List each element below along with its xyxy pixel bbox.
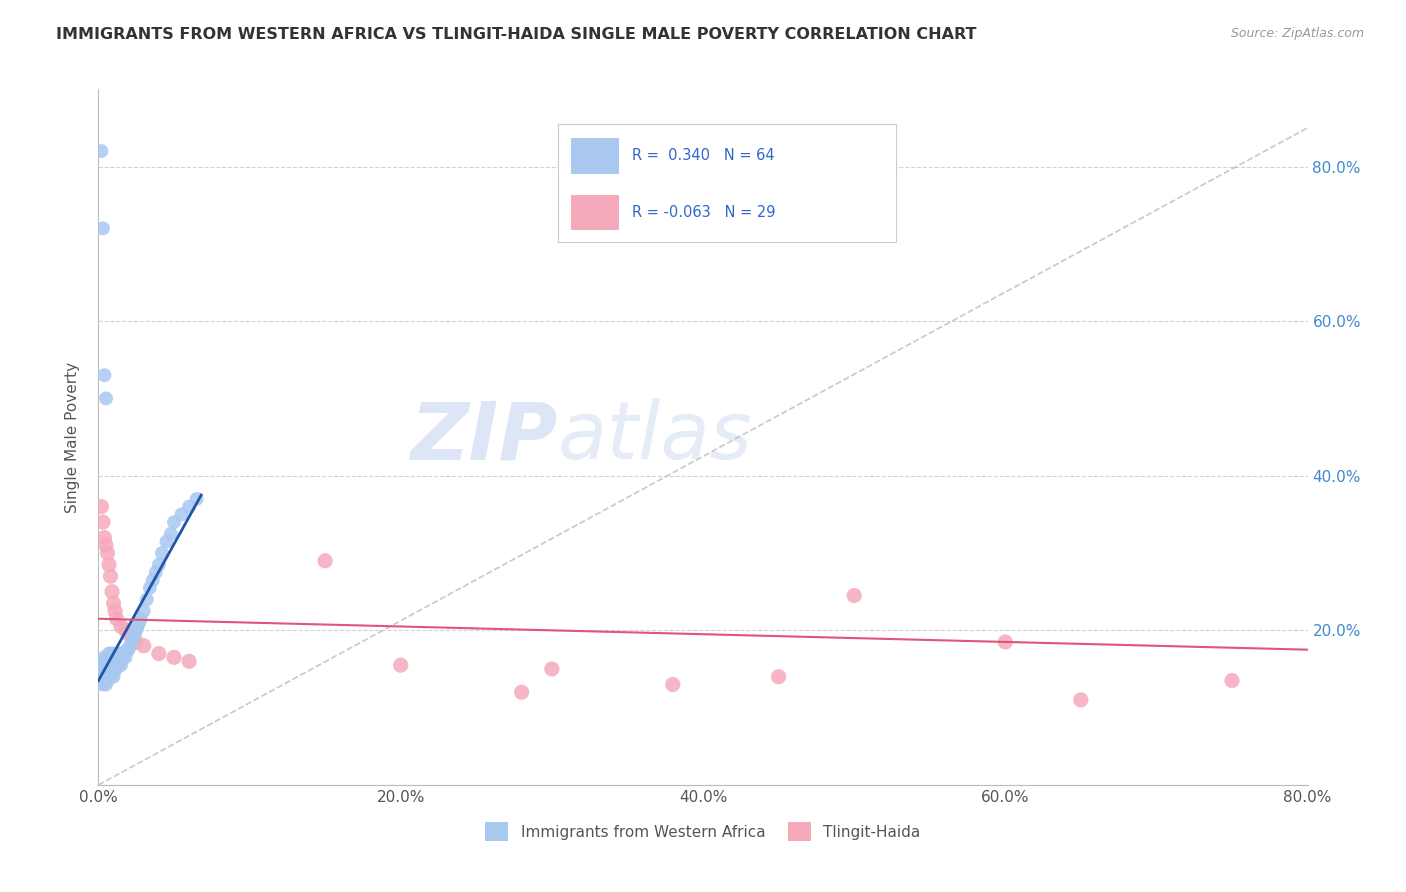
Point (94, 538, 117, 552)
Point (135, 592, 157, 607)
Point (91, 221, 114, 235)
Point (844, 589, 866, 603)
Point (96, 546, 118, 560)
Text: Source: ZipAtlas.com: Source: ZipAtlas.com (1230, 27, 1364, 40)
Point (118, 627, 141, 641)
Point (540, 662, 562, 676)
Point (103, 670, 125, 684)
Point (118, 642, 141, 657)
Point (112, 647, 135, 661)
Point (107, 658, 129, 673)
Point (150, 546, 173, 560)
Point (98, 670, 121, 684)
Point (160, 526, 183, 541)
Y-axis label: Single Male Poverty: Single Male Poverty (65, 361, 80, 513)
Point (186, 491, 208, 506)
Point (103, 647, 125, 661)
Point (105, 612, 128, 626)
Point (155, 534, 177, 549)
Point (145, 566, 167, 580)
Point (107, 647, 129, 661)
Text: ZIP: ZIP (411, 398, 558, 476)
Point (93, 673, 115, 688)
Point (129, 612, 152, 626)
Point (104, 604, 127, 618)
Point (94, 665, 117, 680)
Point (111, 650, 134, 665)
Point (104, 664, 127, 678)
Point (125, 635, 148, 649)
Point (110, 619, 132, 633)
Point (163, 650, 186, 665)
Point (121, 635, 143, 649)
Point (314, 554, 336, 568)
Point (389, 658, 412, 673)
Point (994, 635, 1017, 649)
Point (94, 677, 117, 691)
Point (98, 558, 121, 572)
Point (96, 662, 118, 676)
Point (142, 573, 165, 587)
Point (132, 639, 155, 653)
Point (91, 677, 114, 691)
Point (90, 670, 112, 684)
Point (128, 615, 150, 630)
Point (98, 647, 121, 661)
Point (110, 647, 132, 661)
Point (114, 624, 136, 638)
Point (103, 658, 125, 673)
Point (139, 581, 162, 595)
Point (115, 642, 138, 657)
Point (101, 665, 124, 680)
Point (122, 631, 145, 645)
Point (100, 658, 122, 673)
Point (1220, 673, 1243, 688)
Point (91, 515, 114, 529)
Point (163, 515, 186, 529)
Point (1070, 693, 1092, 707)
Point (768, 670, 790, 684)
Point (96, 650, 118, 665)
Point (103, 596, 125, 610)
Point (101, 654, 124, 668)
Point (90, 658, 112, 673)
Point (114, 650, 136, 665)
Point (179, 654, 201, 668)
Point (148, 558, 170, 572)
Point (661, 677, 683, 691)
Point (179, 500, 201, 514)
Point (93, 368, 115, 383)
Point (93, 662, 115, 676)
Point (96, 673, 118, 688)
Point (110, 658, 132, 673)
Point (91, 665, 114, 680)
Legend: Immigrants from Western Africa, Tlingit-Haida: Immigrants from Western Africa, Tlingit-… (479, 816, 927, 847)
Point (90, 500, 112, 514)
Point (94, 392, 117, 406)
Point (104, 652, 127, 666)
Point (94, 654, 117, 668)
Point (100, 569, 122, 583)
Point (90, 144, 112, 158)
Point (124, 627, 146, 641)
Point (108, 654, 131, 668)
Point (170, 508, 193, 522)
Point (510, 685, 533, 699)
Point (125, 624, 148, 638)
Point (93, 650, 115, 665)
Point (120, 639, 142, 653)
Point (100, 670, 122, 684)
Point (132, 604, 155, 618)
Text: IMMIGRANTS FROM WESTERN AFRICA VS TLINGIT-HAIDA SINGLE MALE POVERTY CORRELATION : IMMIGRANTS FROM WESTERN AFRICA VS TLINGI… (56, 27, 977, 42)
Point (98, 658, 121, 673)
Point (148, 647, 170, 661)
Point (91, 654, 114, 668)
Text: atlas: atlas (558, 398, 752, 476)
Point (127, 619, 149, 633)
Point (93, 531, 115, 545)
Point (105, 660, 128, 674)
Point (100, 647, 122, 661)
Point (101, 584, 124, 599)
Point (105, 648, 128, 663)
